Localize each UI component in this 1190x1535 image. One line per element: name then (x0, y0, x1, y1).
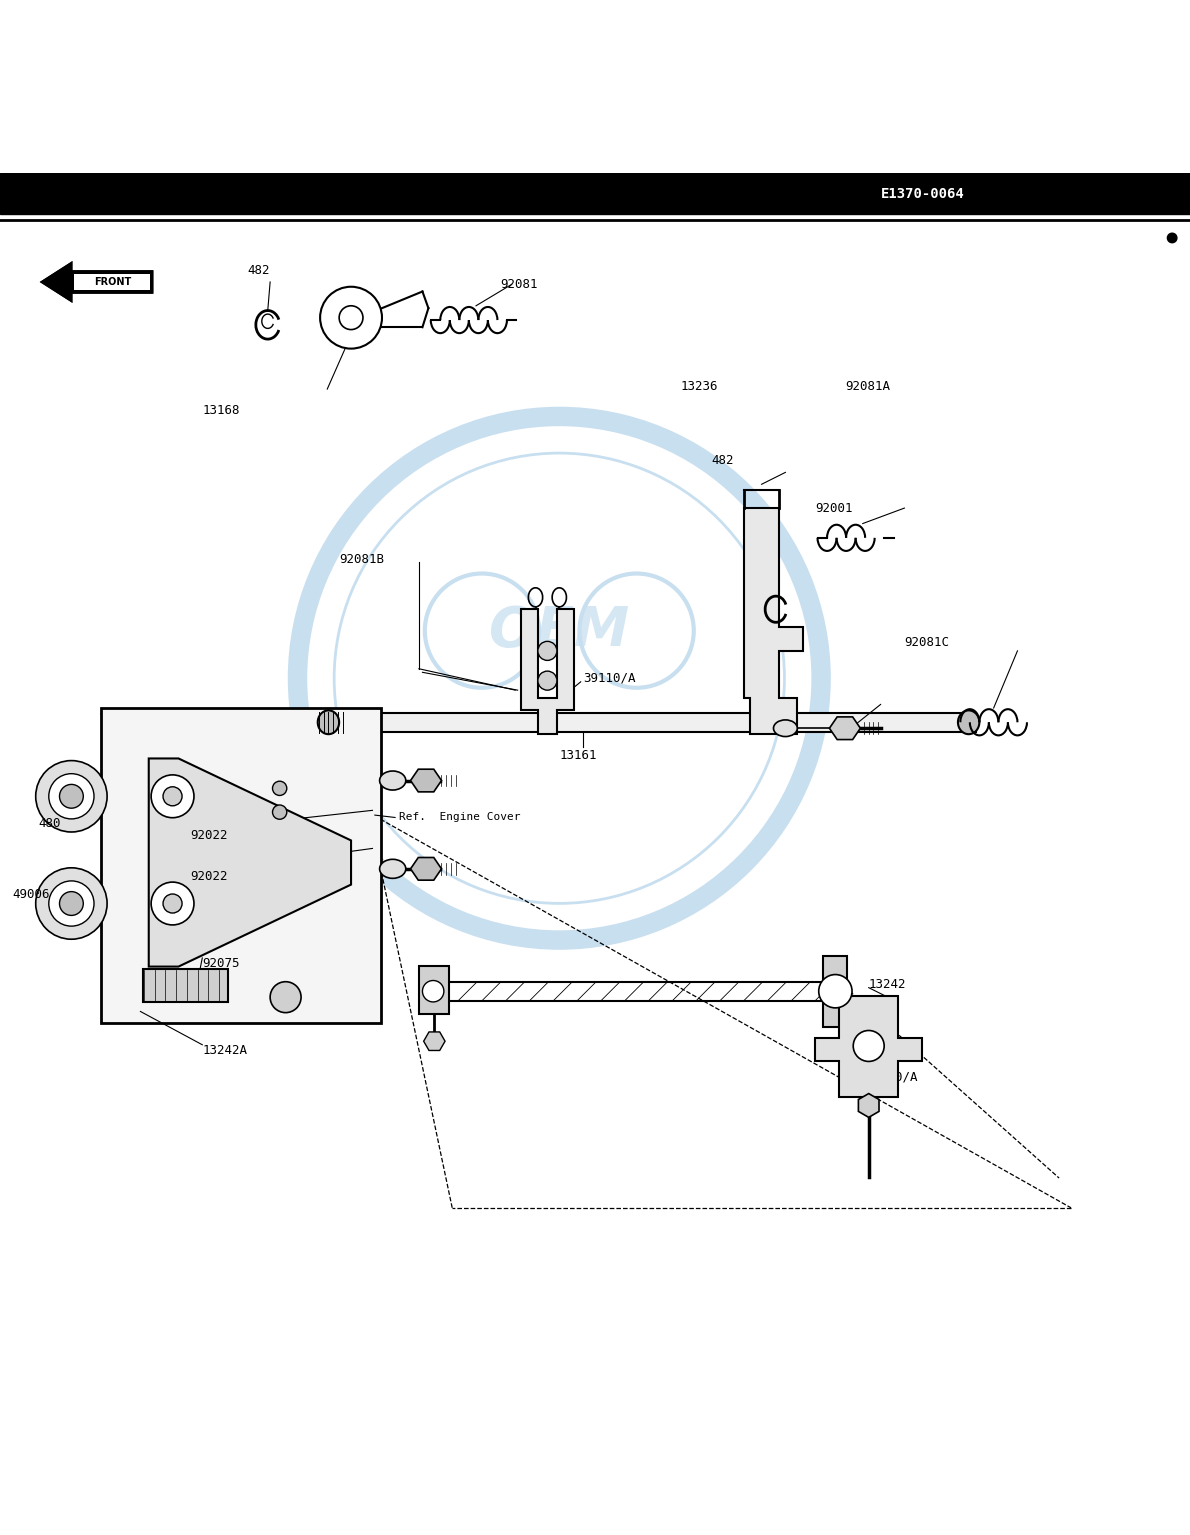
Bar (0, 172, 1190, 215)
Bar (101, 708, 381, 1024)
Bar (74, 273, 150, 290)
Text: MOTORPARTS: MOTORPARTS (490, 714, 628, 732)
Circle shape (538, 671, 557, 691)
Text: 482: 482 (248, 264, 270, 276)
Text: 92081: 92081 (500, 278, 538, 290)
Circle shape (270, 982, 301, 1013)
Text: 13242A: 13242A (202, 1044, 248, 1058)
Polygon shape (815, 996, 922, 1098)
Bar (823, 955, 847, 1027)
Ellipse shape (318, 711, 339, 734)
Text: 13236: 13236 (681, 381, 719, 393)
Bar (143, 969, 228, 1002)
Polygon shape (858, 1093, 879, 1117)
Circle shape (1167, 233, 1177, 243)
Text: 92081B: 92081B (339, 553, 384, 566)
Text: 13242: 13242 (869, 978, 907, 990)
Text: 13168: 13168 (202, 404, 240, 418)
Bar (419, 966, 449, 1013)
Circle shape (49, 881, 94, 926)
Text: 13161: 13161 (559, 749, 597, 761)
Text: 39110/A: 39110/A (583, 672, 635, 685)
Circle shape (151, 775, 194, 818)
Text: 482: 482 (712, 454, 734, 467)
Text: 130/A: 130/A (881, 1070, 919, 1084)
Circle shape (36, 761, 107, 832)
Polygon shape (521, 609, 574, 734)
Circle shape (49, 774, 94, 818)
Text: 92081A: 92081A (845, 381, 890, 393)
Circle shape (538, 642, 557, 660)
Text: 92001: 92001 (815, 502, 853, 514)
Circle shape (163, 787, 182, 806)
Text: Ref.  Engine Cover: Ref. Engine Cover (399, 812, 520, 823)
Text: 480: 480 (38, 817, 61, 830)
Circle shape (36, 867, 107, 939)
Circle shape (151, 883, 194, 926)
Circle shape (273, 804, 287, 820)
Circle shape (853, 1030, 884, 1061)
Polygon shape (424, 1032, 445, 1050)
Text: OEM: OEM (489, 603, 630, 657)
Circle shape (819, 975, 852, 1008)
Circle shape (60, 784, 83, 809)
Text: 92081C: 92081C (904, 635, 950, 649)
Bar (321, 712, 976, 732)
Text: FRONT: FRONT (94, 276, 132, 287)
Ellipse shape (774, 720, 797, 737)
Circle shape (60, 892, 83, 915)
Polygon shape (744, 508, 803, 734)
Polygon shape (411, 858, 441, 880)
Polygon shape (411, 769, 441, 792)
Ellipse shape (958, 711, 979, 734)
Text: 92075: 92075 (202, 958, 240, 970)
Ellipse shape (380, 860, 406, 878)
Polygon shape (829, 717, 860, 740)
Circle shape (163, 893, 182, 913)
Circle shape (273, 781, 287, 795)
Text: E1370-0064: E1370-0064 (881, 187, 964, 201)
Polygon shape (42, 262, 152, 301)
Text: 92022: 92022 (190, 829, 228, 841)
Text: 92022: 92022 (190, 870, 228, 884)
Ellipse shape (380, 771, 406, 791)
Circle shape (422, 981, 444, 1002)
Text: 49006: 49006 (12, 889, 50, 901)
Polygon shape (149, 758, 351, 967)
